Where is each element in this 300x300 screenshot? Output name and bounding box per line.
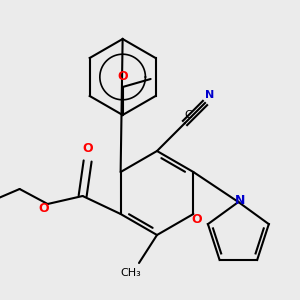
Text: C: C [184,110,192,120]
Text: O: O [117,70,128,83]
Text: O: O [38,202,49,215]
Text: N: N [235,194,246,206]
Text: N: N [206,90,214,100]
Text: CH₃: CH₃ [121,268,141,278]
Text: O: O [82,142,93,155]
Text: O: O [191,212,202,226]
